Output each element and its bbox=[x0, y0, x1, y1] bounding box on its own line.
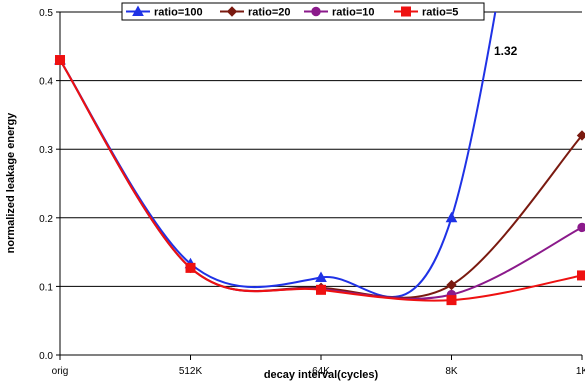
legend-swatch-marker bbox=[132, 5, 144, 16]
data-point bbox=[445, 211, 458, 223]
x-tick-label: orig bbox=[52, 366, 69, 377]
annotation-label: 1.32 bbox=[494, 44, 518, 58]
series-lines bbox=[60, 12, 582, 302]
y-axis-title: normalized leakage energy bbox=[5, 112, 17, 253]
series-line-ratio-20 bbox=[60, 59, 582, 299]
legend: ratio=100 ratio=20 ratio=10 ratio=5 bbox=[121, 2, 485, 21]
y-tick-label: 0.2 bbox=[39, 214, 53, 225]
legend-swatch-marker bbox=[226, 6, 238, 17]
legend-swatch-marker bbox=[401, 6, 411, 17]
y-tick-label: 0.1 bbox=[39, 282, 53, 293]
data-point bbox=[185, 262, 196, 273]
x-axis-title: decay interval(cycles) bbox=[264, 369, 379, 381]
data-point bbox=[316, 284, 326, 295]
x-tick-label: 1K bbox=[576, 366, 585, 377]
y-tick-label: 0.4 bbox=[39, 77, 53, 88]
axes bbox=[56, 11, 583, 360]
series-markers bbox=[54, 53, 585, 306]
y-tick-label: 0.5 bbox=[39, 8, 53, 19]
y-tick-label: 0.3 bbox=[39, 145, 53, 156]
x-tick-label: 64K bbox=[312, 366, 330, 377]
legend-box bbox=[121, 2, 485, 21]
data-point bbox=[55, 55, 65, 66]
legend-label: ratio=100 bbox=[154, 7, 203, 19]
data-point bbox=[576, 130, 585, 141]
y-tick-label: 0.0 bbox=[39, 351, 53, 362]
tick-labels: 0.0 0.1 0.2 0.3 0.4 0.5 orig 512K 64K 8K 1K bbox=[39, 8, 585, 377]
data-point bbox=[446, 295, 457, 306]
legend-label: ratio=10 bbox=[332, 7, 375, 19]
data-point bbox=[577, 222, 585, 233]
data-point bbox=[446, 279, 457, 291]
x-tick-label: 512K bbox=[179, 366, 203, 377]
legend-swatch-marker bbox=[311, 6, 321, 17]
x-tick-label: 8K bbox=[445, 366, 458, 377]
series-line-ratio-10 bbox=[60, 59, 582, 300]
data-point bbox=[577, 270, 585, 281]
data-point bbox=[315, 271, 327, 282]
series-line-ratio-5 bbox=[60, 59, 582, 302]
legend-label: ratio=5 bbox=[422, 7, 458, 19]
series-line-ratio-100 bbox=[60, 12, 497, 298]
legend-label: ratio=20 bbox=[248, 7, 291, 19]
